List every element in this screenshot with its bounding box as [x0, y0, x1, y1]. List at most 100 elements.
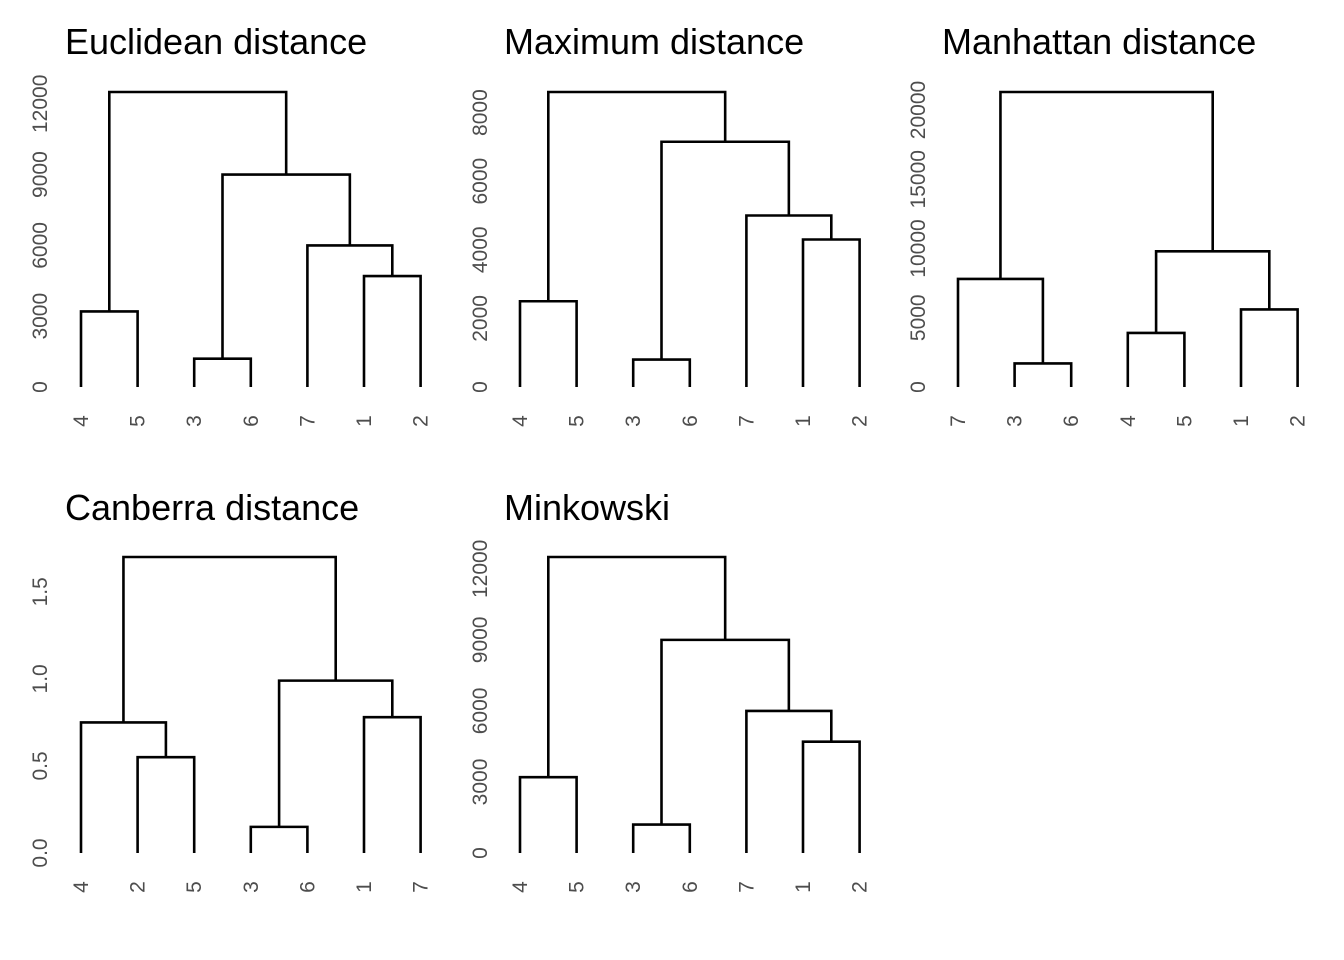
leaf-label: 6 [296, 881, 319, 893]
leaf-label: 2 [1287, 415, 1310, 427]
leaf-label: 2 [849, 881, 872, 893]
panel-title: Manhattan distance [942, 21, 1256, 62]
dendrogram-panel: Canberra distance 0.0 0.5 1.0 1.5 4 2 5 3 6 1 7 [29, 487, 433, 893]
y-tick-label: 8000 [469, 89, 492, 136]
dendrogram-branch [122, 555, 337, 723]
dendrogram-branch [1126, 331, 1186, 387]
panel-title: Euclidean distance [65, 21, 367, 62]
leaf-label: 7 [296, 415, 319, 427]
y-tick-label: 5000 [907, 294, 930, 341]
y-tick-label: 6000 [469, 158, 492, 205]
dendrogram-branch [249, 825, 309, 853]
dendrogram-branch [547, 90, 727, 302]
y-tick-label: 0 [907, 381, 930, 393]
dendrogram-branch [660, 638, 791, 825]
panel-title: Maximum distance [504, 21, 804, 62]
leaf-label: 5 [127, 415, 150, 427]
y-tick-label: 12000 [29, 75, 52, 133]
dendrogram-branch [362, 715, 422, 853]
leaf-label: 3 [183, 415, 206, 427]
y-tick-label: 3000 [29, 293, 52, 340]
panel-title: Canberra distance [65, 487, 359, 528]
y-tick-label: 0 [29, 381, 52, 393]
y-tick-label: 0 [469, 847, 492, 859]
leaf-label: 6 [240, 415, 263, 427]
leaf-label: 7 [947, 415, 970, 427]
dendrogram-panel: Manhattan distance 0 5000 10000 15000 20000 7 3… [907, 21, 1310, 427]
y-tick-label: 2000 [469, 295, 492, 342]
dendrogram-panel: Euclidean distance 0 3000 6000 9000 12000 4 5 3 6… [29, 21, 433, 427]
leaf-label: 5 [183, 881, 206, 893]
y-tick-label: 9000 [469, 617, 492, 664]
dendrogram-branch [108, 90, 288, 312]
leaf-label: 4 [509, 415, 532, 427]
leaf-label: 2 [410, 415, 433, 427]
dendrogram-branch [547, 555, 727, 778]
y-tick-label: 15000 [907, 150, 930, 208]
dendrogram-branch [136, 755, 196, 853]
dendrogram-branch [956, 277, 1045, 387]
y-tick-label: 6000 [29, 222, 52, 269]
dendrogram-panel: Maximum distance 0 2000 4000 6000 8000 4 5 3 6 7 1 2 [469, 21, 872, 427]
leaf-label: 7 [735, 881, 758, 893]
dendrogram-panel: Minkowski 0 3000 6000 9000 12000 4 5 3 6 7 1 2 [469, 487, 872, 893]
y-tick-label: 20000 [907, 81, 930, 139]
dendrogram-branch [631, 823, 692, 853]
dendrogram-branch [1154, 249, 1271, 333]
y-tick-label: 4000 [469, 226, 492, 273]
leaf-label: 3 [622, 881, 645, 893]
dendrogram-branch [660, 140, 791, 360]
leaf-label: 2 [127, 881, 150, 893]
y-tick-label: 0.5 [29, 751, 52, 780]
leaf-label: 1 [353, 415, 376, 427]
y-tick-label: 1.5 [29, 577, 52, 606]
leaf-label: 7 [410, 881, 433, 893]
dendrogram-branch [745, 214, 833, 387]
leaf-label: 3 [1004, 415, 1027, 427]
panel-title: Minkowski [504, 487, 670, 528]
y-tick-label: 1.0 [29, 664, 52, 693]
dendrogram-branch [362, 274, 422, 387]
y-tick-label: 3000 [469, 759, 492, 806]
y-tick-label: 0.0 [29, 838, 52, 867]
dendrogram-branch [518, 775, 578, 853]
dendrogram-branch [277, 679, 394, 827]
dendrogram-branch [192, 357, 253, 387]
y-tick-label: 6000 [469, 688, 492, 735]
dendrogram-branch [1239, 308, 1299, 387]
leaf-label: 7 [735, 415, 758, 427]
leaf-label: 5 [566, 415, 589, 427]
leaf-label: 1 [792, 415, 815, 427]
leaf-label: 4 [1117, 415, 1140, 427]
leaf-label: 4 [70, 415, 93, 427]
dendrogram-branch [306, 244, 394, 387]
dendrogram-branch [221, 173, 352, 359]
dendrogram-branch [1013, 362, 1073, 387]
y-tick-label: 0 [469, 381, 492, 393]
leaf-label: 1 [1230, 415, 1253, 427]
leaf-label: 1 [353, 881, 376, 893]
leaf-label: 4 [70, 881, 93, 893]
dendrogram-branch [518, 299, 578, 387]
leaf-label: 5 [566, 881, 589, 893]
leaf-label: 6 [1060, 415, 1083, 427]
dendrogram-branch [631, 358, 692, 387]
leaf-label: 2 [849, 415, 872, 427]
leaf-label: 1 [792, 881, 815, 893]
dendrogram-branch [801, 238, 861, 387]
leaf-label: 3 [240, 881, 263, 893]
dendrogram-branch [801, 740, 861, 853]
y-tick-label: 10000 [907, 219, 930, 277]
leaf-label: 3 [622, 415, 645, 427]
leaf-label: 6 [679, 881, 702, 893]
y-tick-label: 12000 [469, 540, 492, 598]
leaf-label: 6 [679, 415, 702, 427]
dendrogram-branch [999, 90, 1214, 279]
dendrogram-branch [79, 310, 139, 387]
dendrogram-branch [79, 721, 168, 853]
leaf-label: 5 [1173, 415, 1196, 427]
y-tick-label: 9000 [29, 151, 52, 198]
leaf-label: 4 [509, 881, 532, 893]
dendrogram-branch [745, 709, 833, 853]
